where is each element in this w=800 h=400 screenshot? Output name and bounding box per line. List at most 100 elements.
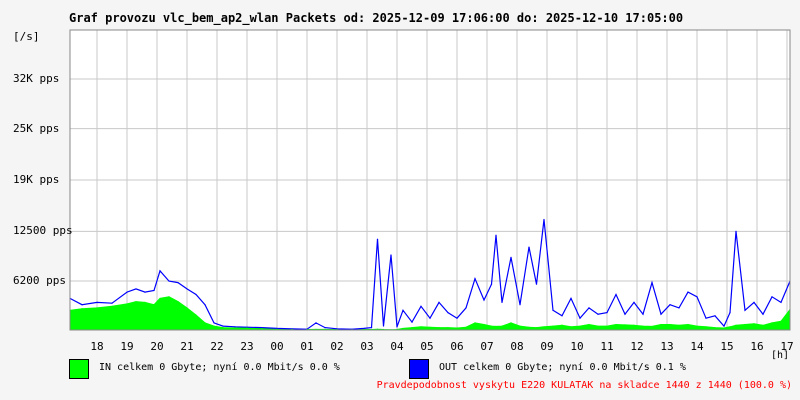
out-point xyxy=(588,307,590,309)
out-point xyxy=(624,313,626,315)
out-point xyxy=(411,321,413,323)
in-point xyxy=(771,322,773,324)
out-point xyxy=(519,304,521,306)
in-point xyxy=(669,323,671,326)
in-point xyxy=(135,300,137,303)
out-point xyxy=(465,307,467,309)
out-point xyxy=(126,291,128,293)
in-point xyxy=(528,326,530,328)
y-tick-label: 6200 pps xyxy=(13,274,66,288)
out-point xyxy=(705,317,707,319)
in-point xyxy=(552,325,554,327)
out-point xyxy=(420,305,422,307)
out-point xyxy=(402,309,404,311)
out-point xyxy=(234,326,236,328)
out-point xyxy=(669,304,671,306)
in-point xyxy=(729,326,731,328)
x-tick-label: 08 xyxy=(510,340,524,353)
out-point xyxy=(111,302,113,304)
in-point xyxy=(735,324,737,326)
in-point xyxy=(159,297,161,300)
in-point xyxy=(234,327,236,329)
out-point xyxy=(376,238,379,240)
x-tick-label: 09 xyxy=(540,340,554,353)
out-point xyxy=(363,327,365,330)
x-tick-label: 13 xyxy=(660,340,674,353)
x-tick-label: 11 xyxy=(600,340,614,353)
x-tick-label: 04 xyxy=(390,340,404,353)
out-point xyxy=(474,278,476,280)
out-point xyxy=(651,282,653,284)
out-point xyxy=(597,313,599,315)
x-tick-label: 06 xyxy=(450,340,464,353)
in-point xyxy=(723,327,725,329)
out-point xyxy=(762,313,764,315)
in-point xyxy=(519,325,521,327)
legend-out-text: OUT celkem 0 Gbyte; nyní 0.0 Mbit/s 0.1 … xyxy=(439,362,686,373)
out-point xyxy=(780,301,782,303)
in-point xyxy=(177,300,179,303)
out-point xyxy=(81,304,83,306)
out-point xyxy=(490,283,493,285)
in-point xyxy=(501,325,503,327)
in-point xyxy=(483,323,485,326)
in-point xyxy=(111,305,113,307)
out-point xyxy=(177,282,179,284)
in-point xyxy=(651,325,653,328)
out-point xyxy=(723,325,725,327)
out-point xyxy=(570,297,572,300)
out-point xyxy=(561,315,563,317)
out-point xyxy=(753,301,755,303)
in-point xyxy=(633,324,635,326)
in-point xyxy=(126,303,128,305)
in-point xyxy=(246,327,248,329)
out-point xyxy=(135,288,137,290)
in-point xyxy=(186,307,188,309)
in-point xyxy=(222,327,224,329)
in-point xyxy=(687,323,689,326)
out-point xyxy=(528,246,530,248)
in-point xyxy=(213,325,215,327)
in-point xyxy=(543,326,545,328)
x-unit-label: [h] xyxy=(771,350,790,361)
out-point xyxy=(213,322,215,324)
in-point xyxy=(579,325,581,327)
out-point xyxy=(159,270,161,272)
out-point xyxy=(396,326,398,328)
y-unit-label: [/s] xyxy=(13,30,40,43)
chart-title: Graf provozu vlc_bem_ap2_wlan Packets od… xyxy=(69,11,684,25)
in-point xyxy=(490,325,493,327)
out-point xyxy=(510,256,512,258)
y-tick-label: 19K pps xyxy=(13,173,60,186)
in-point xyxy=(615,323,617,326)
out-point xyxy=(96,301,98,303)
in-point xyxy=(474,322,476,324)
x-tick-label: 03 xyxy=(360,340,374,353)
in-point xyxy=(714,327,716,329)
x-tick-label: 01 xyxy=(300,340,314,353)
legend-in-text: IN celkem 0 Gbyte; nyní 0.0 Mbit/s 0.0 % xyxy=(99,362,340,373)
in-point xyxy=(606,325,608,327)
in-point xyxy=(597,325,599,327)
in-point xyxy=(570,326,572,328)
out-point xyxy=(168,280,170,282)
in-point xyxy=(642,325,644,327)
out-point xyxy=(390,254,392,256)
out-point xyxy=(729,312,731,314)
y-tick-label: 12500 pps xyxy=(13,224,73,238)
out-point xyxy=(615,293,617,296)
in-point xyxy=(535,327,538,329)
x-tick-label: 18 xyxy=(90,340,104,353)
in-point xyxy=(753,323,755,325)
in-point xyxy=(678,324,680,326)
out-point xyxy=(660,313,662,315)
in-point xyxy=(81,308,83,310)
x-tick-label: 14 xyxy=(690,340,704,353)
out-point xyxy=(483,299,485,301)
out-point xyxy=(714,315,716,317)
out-point xyxy=(447,312,449,314)
x-tick-label: 17 xyxy=(780,340,794,353)
in-point xyxy=(456,327,458,329)
x-tick-label: 07 xyxy=(480,340,494,353)
in-point xyxy=(261,327,263,330)
